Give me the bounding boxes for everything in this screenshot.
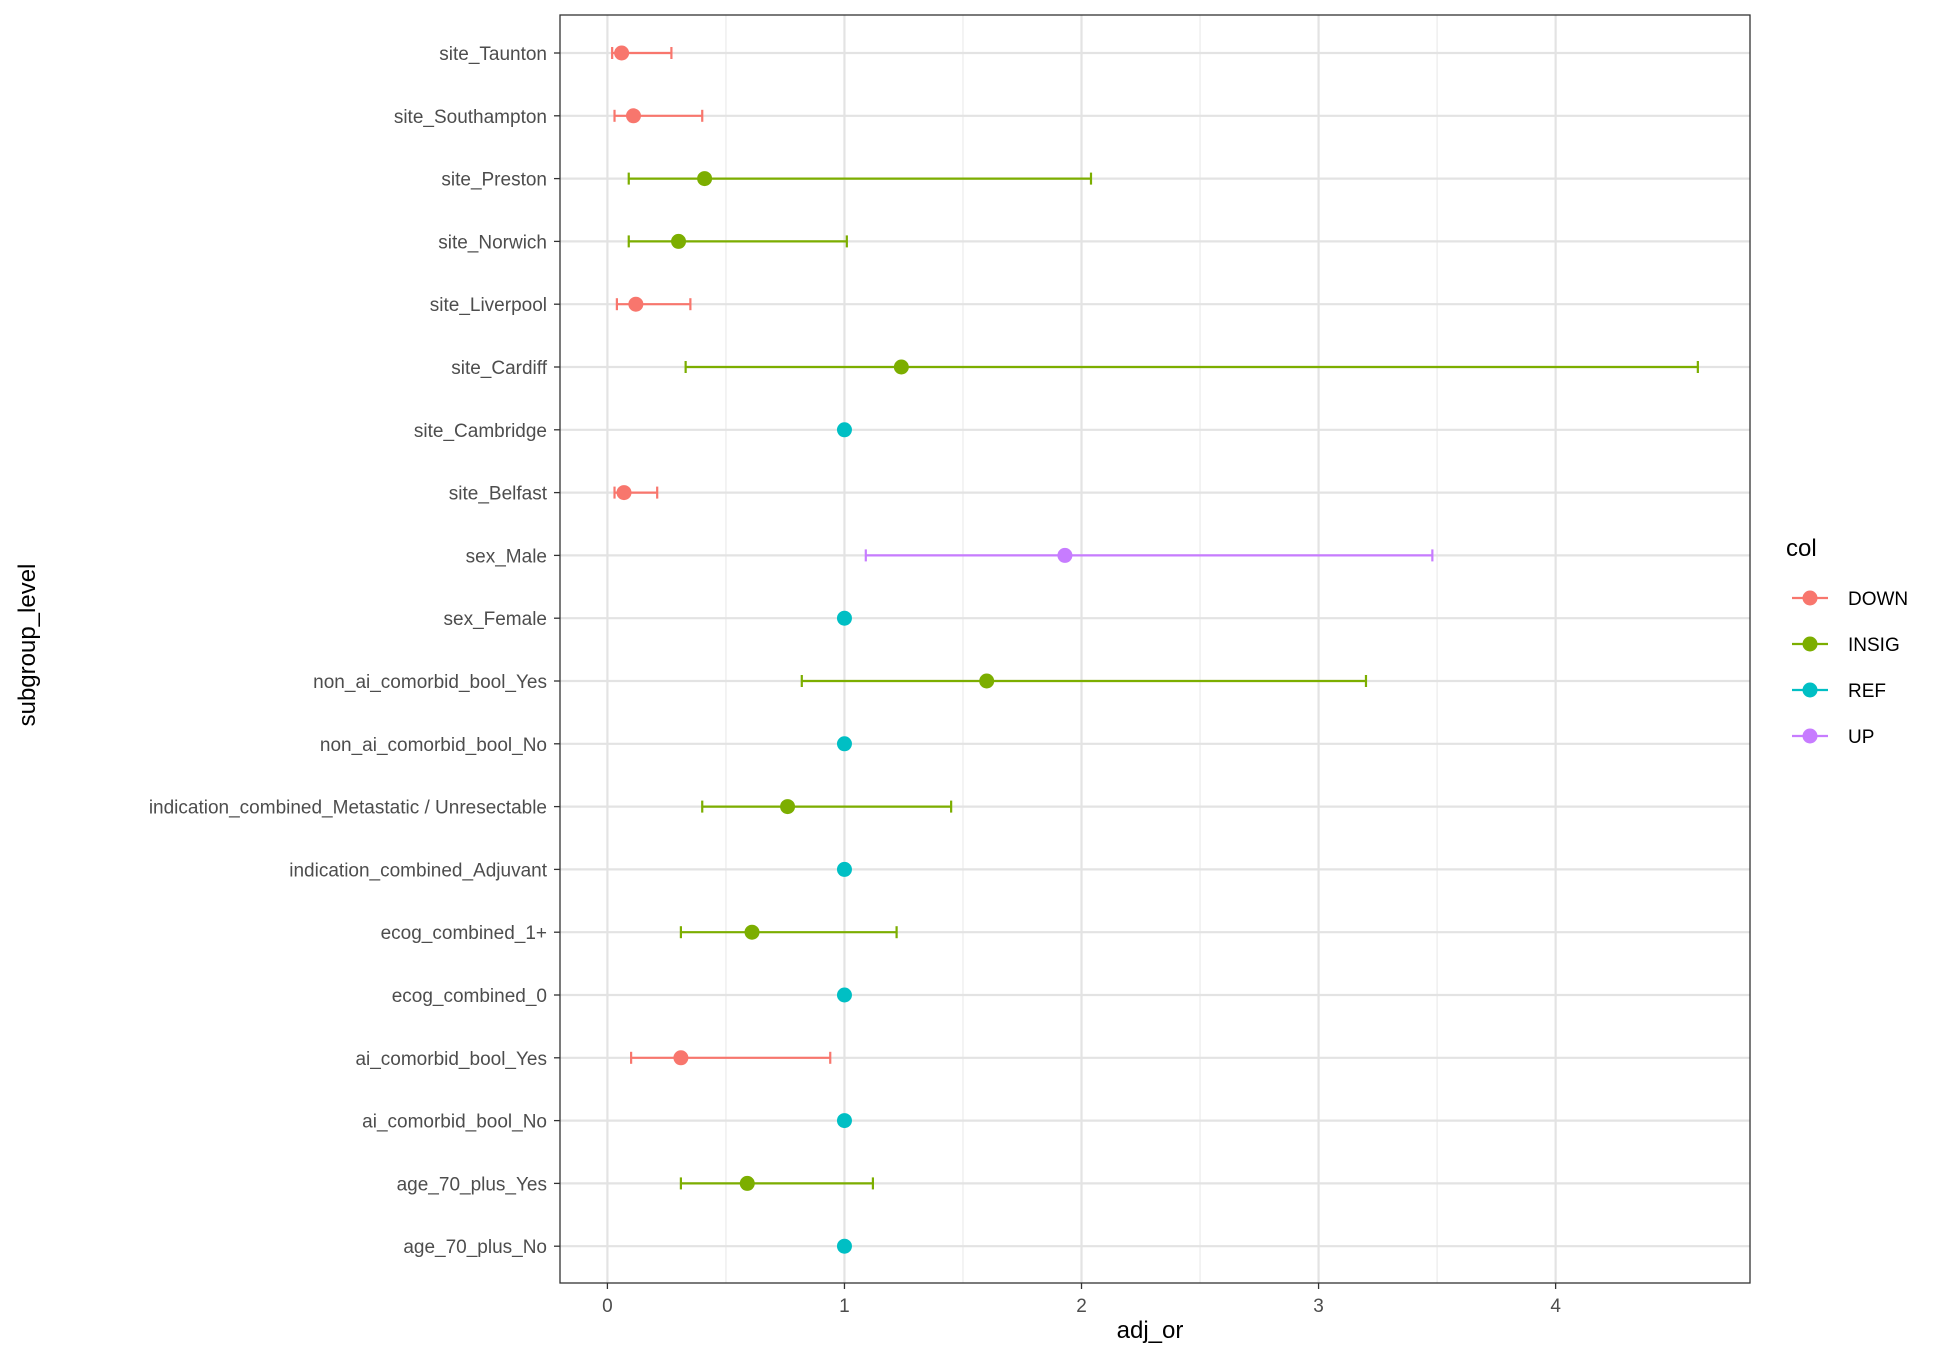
- y-tick-label-ecog-combined-1: ecog_combined_1+: [381, 923, 547, 944]
- y-tick-label-non-ai-comorbid-bool-no: non_ai_comorbid_bool_No: [320, 735, 547, 756]
- y-tick-label-sex-male: sex_Male: [466, 546, 547, 567]
- point-site-preston: [697, 171, 713, 187]
- legend-key-point: [1802, 682, 1818, 698]
- legend-key-point: [1802, 636, 1818, 652]
- y-tick-label-non-ai-comorbid-bool-yes: non_ai_comorbid_bool_Yes: [313, 672, 547, 693]
- point-non-ai-comorbid-bool-yes: [979, 673, 995, 689]
- point-indication-combined-adjuvant: [836, 861, 852, 877]
- point-site-southampton: [625, 108, 641, 124]
- panel-border: [559, 14, 1751, 1284]
- y-tick-label-site-taunton: site_Taunton: [439, 44, 547, 65]
- data-marks: [611, 45, 1699, 1254]
- y-tick-label-site-liverpool: site_Liverpool: [430, 295, 547, 316]
- x-axis-ticks: 0 1 2 3 4: [602, 1283, 1561, 1317]
- point-site-taunton: [614, 45, 630, 61]
- point-ecog-combined-0: [836, 987, 852, 1003]
- point-age-70-plus-no: [836, 1238, 852, 1254]
- point-site-norwich: [671, 233, 687, 249]
- legend-label-insig: INSIG: [1848, 635, 1900, 656]
- legend-key-point: [1802, 728, 1818, 744]
- point-non-ai-comorbid-bool-no: [836, 736, 852, 752]
- y-tick-label-indication-combined-metastatic-unresectable: indication_combined_Metastatic / Unresec…: [149, 798, 547, 819]
- y-tick-label-ai-comorbid-bool-yes: ai_comorbid_bool_Yes: [355, 1049, 547, 1070]
- point-ai-comorbid-bool-no: [836, 1113, 852, 1129]
- point-site-cardiff: [893, 359, 909, 375]
- y-tick-label-age-70-plus-no: age_70_plus_No: [403, 1237, 547, 1258]
- legend-label-up: UP: [1848, 727, 1874, 748]
- y-tick-label-site-southampton: site_Southampton: [394, 107, 547, 128]
- legend-title: col: [1786, 535, 1817, 562]
- point-site-cambridge: [836, 422, 852, 438]
- point-indication-combined-metastatic-unresectable: [780, 799, 796, 815]
- y-tick-label-sex-female: sex_Female: [444, 609, 548, 630]
- y-tick-label-site-cambridge: site_Cambridge: [414, 421, 547, 442]
- y-axis-ticks: site_Taunton site_Southampton site_Preston…: [149, 44, 560, 1258]
- y-axis-title: subgroup_level: [14, 564, 41, 727]
- y-tick-label-site-cardiff: site_Cardiff: [451, 358, 547, 379]
- point-ecog-combined-1: [744, 924, 760, 940]
- x-tick-label: 3: [1313, 1296, 1324, 1317]
- point-site-belfast: [616, 485, 632, 501]
- x-axis-title: adj_or: [1117, 1317, 1184, 1344]
- y-tick-label-site-norwich: site_Norwich: [438, 232, 547, 253]
- legend-label-down: DOWN: [1848, 589, 1908, 610]
- y-tick-label-age-70-plus-yes: age_70_plus_Yes: [397, 1174, 547, 1195]
- y-tick-label-site-belfast: site_Belfast: [449, 484, 548, 505]
- y-tick-label-ecog-combined-0: ecog_combined_0: [392, 986, 547, 1007]
- legend: col DOWN INSIG REF UP: [1786, 535, 1908, 756]
- panel-grid: [560, 15, 1750, 1283]
- x-tick-label: 0: [602, 1296, 613, 1317]
- x-tick-label: 1: [839, 1296, 850, 1317]
- point-site-liverpool: [628, 296, 644, 312]
- y-tick-label-ai-comorbid-bool-no: ai_comorbid_bool_No: [362, 1112, 547, 1133]
- panel-background: [560, 15, 1750, 1283]
- legend-key-point: [1802, 590, 1818, 606]
- y-tick-label-site-preston: site_Preston: [441, 170, 547, 191]
- x-tick-label: 2: [1076, 1296, 1087, 1317]
- point-sex-male: [1057, 547, 1073, 563]
- y-tick-label-indication-combined-adjuvant: indication_combined_Adjuvant: [289, 860, 547, 881]
- x-tick-label: 4: [1550, 1296, 1561, 1317]
- point-age-70-plus-yes: [739, 1175, 755, 1191]
- point-ai-comorbid-bool-yes: [673, 1050, 689, 1066]
- legend-label-ref: REF: [1848, 681, 1886, 702]
- point-sex-female: [836, 610, 852, 626]
